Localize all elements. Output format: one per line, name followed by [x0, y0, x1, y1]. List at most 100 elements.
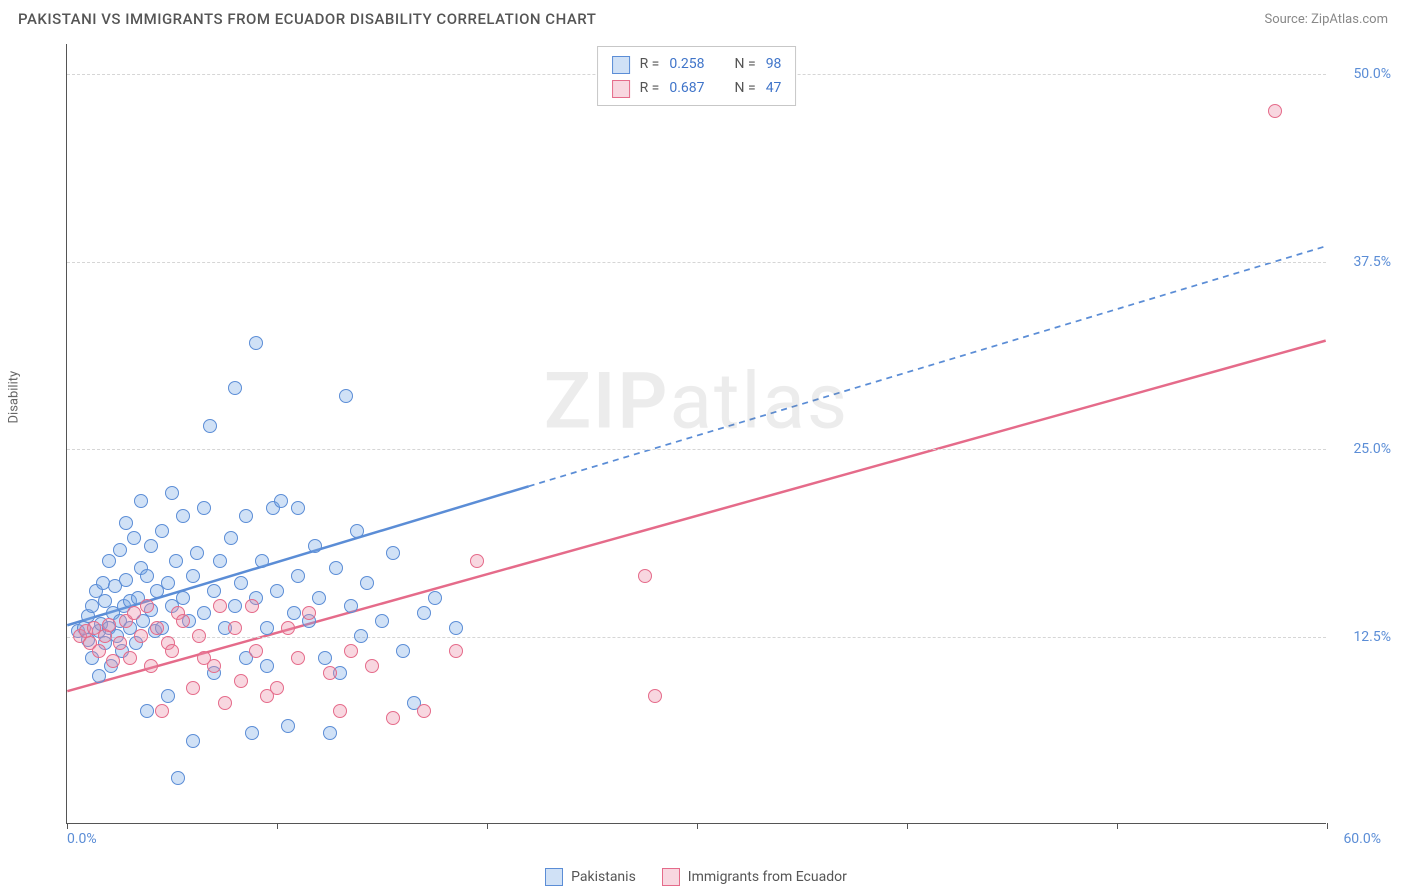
scatter-point-pakistanis: [228, 599, 242, 613]
scatter-point-pakistanis: [354, 629, 368, 643]
swatch-pakistanis-icon: [545, 868, 563, 886]
source-prefix: Source:: [1264, 12, 1311, 27]
y-tick-label: 50.0%: [1353, 66, 1391, 82]
legend-item-pakistanis: Pakistanis: [545, 868, 636, 886]
swatch-pakistanis-icon: [612, 56, 630, 74]
scatter-point-immigrants_ecuador: [192, 629, 206, 643]
scatter-point-immigrants_ecuador: [344, 644, 358, 658]
scatter-point-pakistanis: [291, 501, 305, 515]
scatter-point-pakistanis: [176, 591, 190, 605]
y-tick-label: 37.5%: [1353, 254, 1391, 270]
x-tick: [697, 823, 698, 829]
scatter-point-pakistanis: [239, 509, 253, 523]
y-axis-label: Disability: [7, 371, 22, 424]
scatter-point-pakistanis: [113, 543, 127, 557]
x-tick: [67, 823, 68, 829]
scatter-point-immigrants_ecuador: [386, 711, 400, 725]
scatter-point-pakistanis: [312, 591, 326, 605]
scatter-point-pakistanis: [102, 554, 116, 568]
scatter-point-pakistanis: [161, 689, 175, 703]
scatter-point-immigrants_ecuador: [144, 659, 158, 673]
watermark-atlas: atlas: [670, 357, 850, 448]
scatter-point-immigrants_ecuador: [333, 704, 347, 718]
scatter-point-pakistanis: [127, 531, 141, 545]
scatter-point-immigrants_ecuador: [213, 599, 227, 613]
n-value-a: 98: [766, 53, 782, 77]
scatter-point-immigrants_ecuador: [417, 704, 431, 718]
scatter-point-immigrants_ecuador: [140, 599, 154, 613]
scatter-point-pakistanis: [245, 726, 259, 740]
scatter-point-immigrants_ecuador: [228, 621, 242, 635]
scatter-point-immigrants_ecuador: [218, 696, 232, 710]
scatter-point-immigrants_ecuador: [245, 599, 259, 613]
legend-row-b: R = 0.687 N = 47: [612, 77, 782, 101]
x-tick: [1117, 823, 1118, 829]
scatter-point-pakistanis: [165, 486, 179, 500]
scatter-point-immigrants_ecuador: [234, 674, 248, 688]
legend-label-pakistanis: Pakistanis: [571, 869, 636, 885]
r-label: R =: [640, 77, 660, 101]
series-legend: Pakistanis Immigrants from Ecuador: [66, 868, 1326, 886]
scatter-point-pakistanis: [171, 771, 185, 785]
scatter-point-pakistanis: [428, 591, 442, 605]
scatter-point-pakistanis: [234, 576, 248, 590]
scatter-point-immigrants_ecuador: [291, 651, 305, 665]
trend-lines: [67, 44, 1326, 823]
scatter-point-pakistanis: [350, 524, 364, 538]
scatter-point-immigrants_ecuador: [127, 606, 141, 620]
scatter-point-pakistanis: [318, 651, 332, 665]
scatter-point-pakistanis: [344, 599, 358, 613]
scatter-point-pakistanis: [308, 539, 322, 553]
scatter-point-immigrants_ecuador: [102, 618, 116, 632]
scatter-point-pakistanis: [140, 569, 154, 583]
scatter-point-pakistanis: [197, 501, 211, 515]
legend-label-ecuador: Immigrants from Ecuador: [688, 869, 847, 885]
scatter-point-pakistanis: [213, 554, 227, 568]
scatter-point-pakistanis: [224, 531, 238, 545]
source-site: ZipAtlas.com: [1311, 12, 1388, 27]
scatter-point-pakistanis: [228, 381, 242, 395]
scatter-point-pakistanis: [169, 554, 183, 568]
scatter-point-immigrants_ecuador: [449, 644, 463, 658]
legend-item-ecuador: Immigrants from Ecuador: [662, 868, 847, 886]
scatter-point-pakistanis: [274, 494, 288, 508]
scatter-point-pakistanis: [281, 719, 295, 733]
source-attribution: Source: ZipAtlas.com: [1264, 12, 1388, 27]
scatter-point-immigrants_ecuador: [207, 659, 221, 673]
correlation-legend: R = 0.258 N = 98 R = 0.687 N = 47: [597, 46, 797, 106]
scatter-point-pakistanis: [255, 554, 269, 568]
scatter-point-pakistanis: [260, 659, 274, 673]
legend-row-a: R = 0.258 N = 98: [612, 53, 782, 77]
scatter-point-immigrants_ecuador: [106, 654, 120, 668]
x-tick: [277, 823, 278, 829]
x-tick: [1327, 823, 1328, 829]
scatter-point-pakistanis: [291, 569, 305, 583]
scatter-point-pakistanis: [360, 576, 374, 590]
x-tick: [907, 823, 908, 829]
gridline: [67, 262, 1326, 263]
scatter-point-pakistanis: [287, 606, 301, 620]
scatter-point-immigrants_ecuador: [470, 554, 484, 568]
scatter-point-immigrants_ecuador: [176, 614, 190, 628]
scatter-point-immigrants_ecuador: [249, 644, 263, 658]
scatter-point-pakistanis: [134, 494, 148, 508]
scatter-point-immigrants_ecuador: [365, 659, 379, 673]
y-tick-label: 12.5%: [1353, 629, 1391, 645]
n-label: N =: [735, 77, 756, 101]
scatter-point-pakistanis: [155, 524, 169, 538]
watermark-zip: ZIP: [544, 357, 670, 448]
scatter-point-pakistanis: [190, 546, 204, 560]
scatter-point-pakistanis: [249, 336, 263, 350]
scatter-point-pakistanis: [260, 621, 274, 635]
chart-header: PAKISTANI VS IMMIGRANTS FROM ECUADOR DIS…: [0, 0, 1406, 36]
scatter-point-pakistanis: [207, 584, 221, 598]
plot-area: ZIPatlas R = 0.258 N = 98 R = 0.687 N = …: [66, 44, 1326, 824]
scatter-point-pakistanis: [176, 509, 190, 523]
scatter-point-immigrants_ecuador: [648, 689, 662, 703]
gridline: [67, 449, 1326, 450]
scatter-point-immigrants_ecuador: [270, 681, 284, 695]
x-axis-max-label: 60.0%: [1343, 831, 1381, 847]
gridline: [67, 637, 1326, 638]
scatter-point-pakistanis: [449, 621, 463, 635]
scatter-point-pakistanis: [186, 569, 200, 583]
